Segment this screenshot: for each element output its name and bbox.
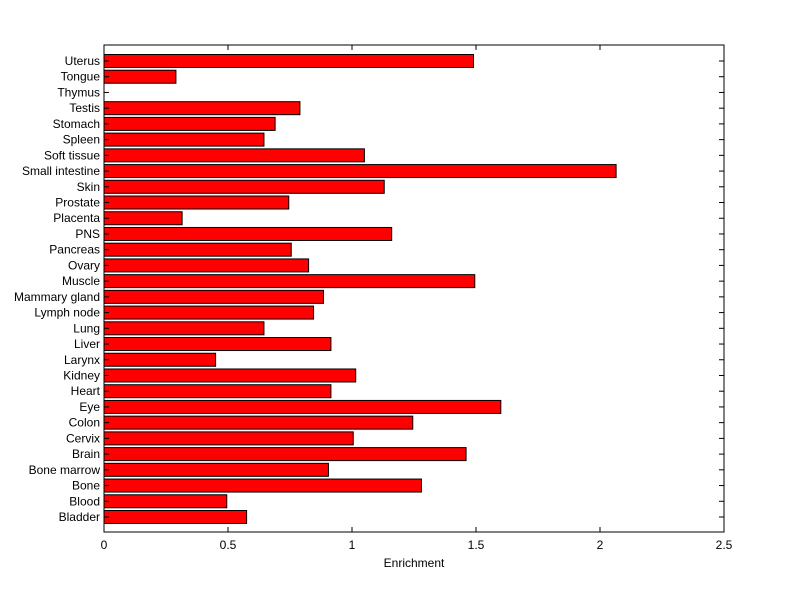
bar-mammary-gland bbox=[103, 289, 324, 304]
bar-lymph-node bbox=[103, 305, 315, 320]
bar-cervix bbox=[103, 431, 354, 446]
bar-lung bbox=[103, 321, 265, 336]
y-tick-label: Pancreas bbox=[49, 243, 100, 257]
x-tick-label: 0.5 bbox=[220, 538, 237, 552]
y-tick-label: Brain bbox=[72, 447, 100, 461]
bar-heart bbox=[103, 384, 332, 399]
bar-brain bbox=[103, 447, 467, 462]
y-tick-label: Kidney bbox=[63, 368, 100, 382]
x-tick-label: 1 bbox=[349, 538, 356, 552]
y-tick-label: Colon bbox=[69, 416, 100, 430]
y-tick-label: Cervix bbox=[66, 431, 100, 445]
y-tick-label: Blood bbox=[69, 494, 100, 508]
y-tick-label: Thymus bbox=[57, 85, 100, 99]
x-axis-label: Enrichment bbox=[384, 556, 445, 570]
y-tick-label: Eye bbox=[79, 400, 100, 414]
y-tick-label: Testis bbox=[69, 101, 100, 115]
y-tick-label: Placenta bbox=[53, 211, 100, 225]
y-tick-label: Tongue bbox=[61, 70, 101, 84]
bar-bone bbox=[103, 478, 422, 493]
x-tick-label: 0 bbox=[101, 538, 108, 552]
bar-testis bbox=[103, 101, 301, 116]
x-tick-label: 2 bbox=[597, 538, 604, 552]
y-tick-label: Larynx bbox=[64, 353, 100, 367]
bar-uterus bbox=[103, 54, 475, 68]
bar-eye bbox=[103, 399, 502, 414]
bar-pancreas bbox=[103, 242, 292, 257]
bar-pns bbox=[103, 226, 393, 241]
bar-prostate bbox=[103, 195, 290, 210]
y-tick-label: Liver bbox=[74, 337, 100, 351]
bar-small-intestine bbox=[103, 164, 617, 179]
y-tick-label: Lung bbox=[73, 321, 100, 335]
y-tick-label: Skin bbox=[77, 180, 100, 194]
bar-kidney bbox=[103, 368, 357, 383]
y-tick-label: Spleen bbox=[63, 133, 100, 147]
x-tick-label: 2.5 bbox=[716, 538, 733, 552]
y-tick-label: PNS bbox=[75, 227, 100, 241]
y-tick-label: Mammary gland bbox=[14, 290, 100, 304]
y-tick-label: Bone bbox=[72, 479, 100, 493]
y-tick-label: Bladder bbox=[59, 510, 100, 524]
bar-soft-tissue bbox=[103, 148, 365, 163]
bar-skin bbox=[103, 179, 385, 194]
bar-bone-marrow bbox=[103, 462, 329, 477]
y-tick-label: Heart bbox=[71, 384, 101, 398]
y-tick-label: Bone marrow bbox=[29, 463, 101, 477]
y-tick-label: Stomach bbox=[53, 117, 100, 131]
bar-spleen bbox=[103, 132, 265, 147]
y-tick-label: Small intestine bbox=[22, 164, 100, 178]
y-tick-label: Ovary bbox=[68, 258, 100, 272]
bar-bladder bbox=[103, 510, 248, 524]
bar-muscle bbox=[103, 274, 476, 289]
bar-larynx bbox=[103, 352, 217, 367]
bar-liver bbox=[103, 337, 332, 352]
y-tick-label: Lymph node bbox=[34, 306, 100, 320]
bar-ovary bbox=[103, 258, 310, 273]
y-tick-label: Uterus bbox=[65, 54, 100, 68]
x-tick-label: 1.5 bbox=[468, 538, 485, 552]
bar-stomach bbox=[103, 116, 276, 131]
y-tick-label: Muscle bbox=[62, 274, 100, 288]
y-tick-label: Soft tissue bbox=[44, 148, 100, 162]
bar-tongue bbox=[103, 69, 177, 84]
bar-placenta bbox=[103, 211, 183, 226]
bar-colon bbox=[103, 415, 414, 430]
y-tick-label: Prostate bbox=[55, 196, 100, 210]
bar-blood bbox=[103, 494, 228, 509]
